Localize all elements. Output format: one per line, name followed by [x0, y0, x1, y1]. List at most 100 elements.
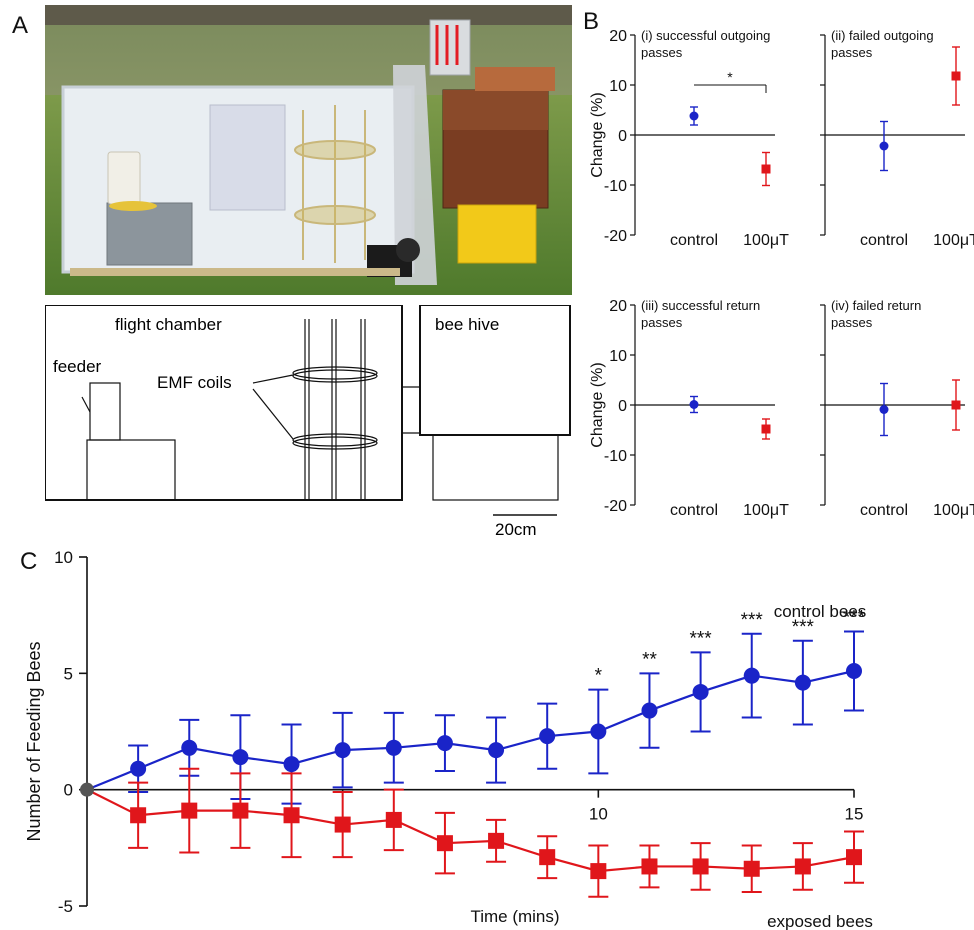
- data-point-control: [130, 760, 147, 777]
- data-point-exposed: [794, 858, 811, 875]
- x-tick-label: 100μT: [743, 232, 789, 249]
- data-point-exposed: [181, 802, 198, 819]
- data-point-exposed: [334, 816, 351, 833]
- apparatus-photo: [45, 5, 572, 295]
- c-axes: [79, 556, 855, 907]
- data-point-control: [743, 667, 760, 684]
- coil-pointer-top: [252, 374, 294, 384]
- subchart-title-line: (ii) failed outgoing: [831, 28, 934, 43]
- data-point-control: [846, 663, 862, 680]
- feeder-shape: [89, 382, 121, 441]
- data-point-exposed: [590, 863, 607, 880]
- y-tick-label: -5: [58, 897, 73, 916]
- photo-pot: [475, 67, 555, 91]
- x-tick-label: control: [670, 232, 718, 249]
- coil-pointer-bottom: [252, 388, 294, 440]
- x-tick-label: control: [860, 232, 908, 249]
- label-feeder: feeder: [53, 357, 102, 376]
- data-point-exposed: [385, 811, 402, 828]
- photo-hive-top: [443, 90, 548, 130]
- data-point-control: [590, 723, 607, 740]
- series-label-control: control bees: [774, 602, 867, 621]
- significance-stars: *: [595, 666, 603, 687]
- significance-stars: **: [642, 649, 657, 670]
- data-point-exposed: [130, 807, 147, 824]
- photo-feeder-box: [106, 202, 193, 266]
- apparatus-schematic: flight chamber bee hive feeder EMF coils…: [45, 305, 571, 539]
- y-tick-label: 20: [609, 298, 627, 315]
- x-tick-label: control: [860, 502, 908, 519]
- y-tick-label: 20: [609, 28, 627, 45]
- significance-stars: ***: [792, 617, 815, 638]
- subchart-3: 20 10 0 -10 -20 Change (%) (iii) successful re…: [589, 298, 789, 519]
- series-line-exposed: [86, 788, 855, 873]
- series-exposed: [86, 767, 864, 898]
- y-tick-label: 0: [618, 398, 627, 415]
- photo-yellow-box: [457, 204, 537, 264]
- data-point-exposed: [743, 860, 760, 877]
- panel-label-b: B: [583, 8, 600, 35]
- y-tick-label: -20: [604, 228, 627, 245]
- subchart-2-axes: [820, 34, 965, 236]
- series-label-exposed: exposed bees: [767, 912, 873, 930]
- photo-camera-lens: [396, 238, 420, 262]
- data-point-exposed: [692, 858, 709, 875]
- y-tick-label: -10: [604, 178, 627, 195]
- data-point-control: [232, 749, 249, 766]
- y-axis-label: Change (%): [589, 92, 606, 177]
- subchart-3-axes: [630, 304, 775, 506]
- data-point-exposed: [846, 849, 862, 866]
- y-tick-label: 0: [64, 781, 73, 800]
- subchart-title-line: passes: [641, 45, 683, 60]
- y-axis-label: Number of Feeding Bees: [24, 641, 44, 841]
- subchart-2: (ii) failed outgoing passes control 100μT: [820, 28, 974, 249]
- data-point-exposed: [488, 832, 505, 849]
- subchart-1: 20 10 0 -10 -20 Change (%) (i) successful outg…: [589, 28, 789, 249]
- significance-stars: ***: [690, 628, 713, 649]
- data-point-exposed: [232, 802, 249, 819]
- series-line-control: [86, 669, 855, 791]
- data-point-exposed: [761, 164, 771, 174]
- y-tick-label: 0: [618, 128, 627, 145]
- subchart-1-axes: [630, 34, 775, 236]
- subchart-title-line: (iii) successful return: [641, 298, 760, 313]
- data-point-control: [436, 735, 453, 752]
- x-axis-label: Time (mins): [470, 907, 559, 926]
- data-point-exposed: [761, 424, 771, 434]
- label-bee-hive: bee hive: [435, 315, 499, 334]
- data-point-control: [539, 728, 556, 745]
- panel-label-a: A: [12, 12, 29, 39]
- data-point-control: [794, 674, 811, 691]
- y-tick-label: 10: [609, 348, 627, 365]
- data-point-exposed: [641, 858, 658, 875]
- data-point-exposed: [951, 71, 961, 81]
- significance-star: *: [727, 69, 733, 85]
- data-point-control: [283, 756, 300, 773]
- x-tick-label: 100μT: [933, 232, 974, 249]
- x-tick-label: 100μT: [743, 502, 789, 519]
- origin-point: [80, 782, 94, 797]
- subchart-title-line: passes: [641, 315, 683, 330]
- photo-mesh-panel: [209, 104, 286, 211]
- data-point-exposed: [283, 807, 300, 824]
- x-tick-label: 10: [589, 805, 608, 824]
- photo-cables: [435, 25, 459, 65]
- coil-rods: [304, 319, 366, 500]
- data-point-exposed: [539, 849, 556, 866]
- data-point-control: [879, 405, 889, 414]
- subchart-4: (iv) failed return passes control 100μT: [820, 298, 974, 519]
- photo-feeder-dish: [109, 201, 157, 211]
- photo-feeder-jar: [107, 151, 141, 205]
- significance-bracket: [694, 84, 767, 93]
- data-point-control: [488, 742, 505, 759]
- panel-c-chart: 10 5 0 -5 10 15 Number of Feeding Bees Time (mi…: [24, 548, 873, 930]
- data-point-control: [334, 742, 351, 759]
- coil-rings: [292, 366, 378, 450]
- data-point-control: [692, 683, 709, 700]
- y-tick-label: -10: [604, 448, 627, 465]
- chamber-outline: [45, 305, 403, 501]
- subchart-title-line: (i) successful outgoing: [641, 28, 770, 43]
- data-point-exposed: [951, 400, 961, 410]
- data-point-control: [181, 739, 198, 756]
- subchart-title-line: (iv) failed return: [831, 298, 921, 313]
